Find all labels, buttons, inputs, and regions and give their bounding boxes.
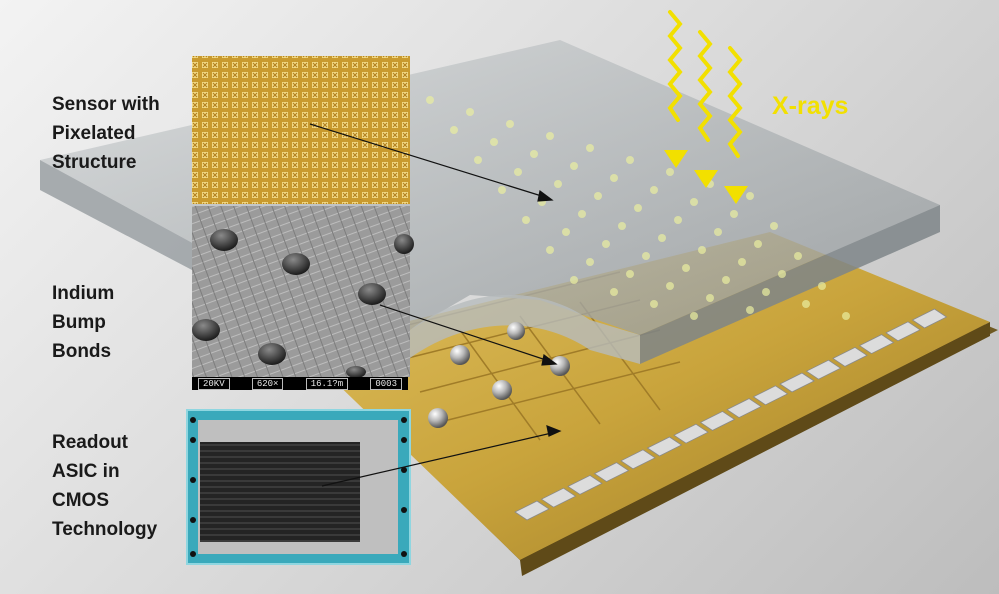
indium-bump-label: Indium Bump Bonds — [52, 283, 115, 362]
pixel-dot — [578, 210, 586, 218]
pixel-dot — [690, 198, 698, 206]
pixel-dot — [466, 108, 474, 116]
contact-pad — [646, 436, 683, 457]
indium-bump-sem-photo — [192, 206, 414, 378]
pixel-dot — [770, 222, 778, 230]
contact-pad — [726, 398, 762, 419]
xrays-label: X-rays — [772, 92, 849, 120]
pixel-dot — [610, 174, 618, 182]
asic-contact-pads — [514, 308, 948, 521]
readout-asic-label: Readout ASIC in CMOS Technology — [52, 432, 158, 540]
pixel-dot — [722, 276, 730, 284]
pixel-dot — [546, 132, 554, 140]
contact-pad — [911, 308, 948, 329]
pixel-dot — [650, 186, 658, 194]
pixel-dot — [474, 156, 482, 164]
pixel-dot — [682, 264, 690, 272]
sensor-pixel-dots — [426, 96, 850, 320]
contact-pad — [752, 385, 789, 406]
contact-pad — [779, 372, 815, 393]
pixel-dot — [650, 300, 658, 308]
pixel-dot — [794, 252, 802, 260]
pixel-dot — [586, 258, 594, 266]
contact-pad — [858, 334, 895, 355]
pixel-dot — [626, 156, 634, 164]
sem-length: 16.1?m — [305, 377, 349, 390]
sensor-pixel-photo — [192, 56, 410, 204]
sem-magnification: 620× — [251, 377, 284, 390]
pointer-arrows — [309, 123, 562, 487]
contact-pad — [885, 321, 921, 342]
contact-pad — [832, 346, 868, 367]
pixel-dot — [450, 126, 458, 134]
pixel-dot — [530, 150, 538, 158]
contact-pad — [514, 500, 550, 521]
contact-pad — [567, 474, 603, 495]
contact-pad — [699, 410, 736, 431]
pixel-dot — [570, 162, 578, 170]
sensor-label: Sensor with Pixelated Structure — [52, 94, 160, 173]
pixel-dot — [554, 180, 562, 188]
indium-bumps — [428, 322, 570, 428]
pixel-dot — [498, 186, 506, 194]
pixel-dot — [674, 216, 682, 224]
pixel-dot — [714, 228, 722, 236]
pixel-dot — [666, 168, 674, 176]
pixel-dot — [746, 306, 754, 314]
pixel-dot — [746, 192, 754, 200]
pixel-dot — [762, 288, 770, 296]
contact-pad — [805, 359, 842, 380]
xray-arrowheads — [664, 150, 748, 204]
pixel-dot — [634, 204, 642, 212]
pixel-dot — [546, 246, 554, 254]
pixel-dot — [642, 252, 650, 260]
pixel-dot — [490, 138, 498, 146]
pixel-dot — [610, 288, 618, 296]
pixel-dot — [570, 276, 578, 284]
contact-pad — [673, 423, 709, 444]
contact-pad — [540, 487, 577, 508]
pixel-dot — [658, 234, 666, 242]
pixel-dot — [602, 240, 610, 248]
pixel-dot — [818, 282, 826, 290]
pixel-dot — [698, 246, 706, 254]
xray-arrows — [667, 10, 743, 158]
sem-scale-bar: 20KV 620× 16.1?m 0003 — [192, 377, 408, 390]
pixel-dot — [626, 270, 634, 278]
pixel-dot — [754, 240, 762, 248]
pixel-dot — [562, 228, 570, 236]
pixel-dot — [842, 312, 850, 320]
contact-pad — [593, 462, 630, 483]
readout-asic-photo — [186, 409, 411, 565]
pixel-dot — [706, 294, 714, 302]
contact-pad — [620, 449, 656, 470]
pixel-dot — [690, 312, 698, 320]
pixel-dot — [802, 300, 810, 308]
pixel-dot — [586, 144, 594, 152]
pixel-dot — [514, 168, 522, 176]
pixel-dot — [778, 270, 786, 278]
pixel-dot — [522, 216, 530, 224]
pixel-dot — [666, 282, 674, 290]
pixel-dot — [594, 192, 602, 200]
sem-image-number: 0003 — [370, 377, 402, 390]
sem-voltage: 20KV — [198, 377, 230, 390]
pixel-dot — [730, 210, 738, 218]
pixel-dot — [426, 96, 434, 104]
pixel-dot — [618, 222, 626, 230]
pixel-dot — [738, 258, 746, 266]
pixel-dot — [506, 120, 514, 128]
